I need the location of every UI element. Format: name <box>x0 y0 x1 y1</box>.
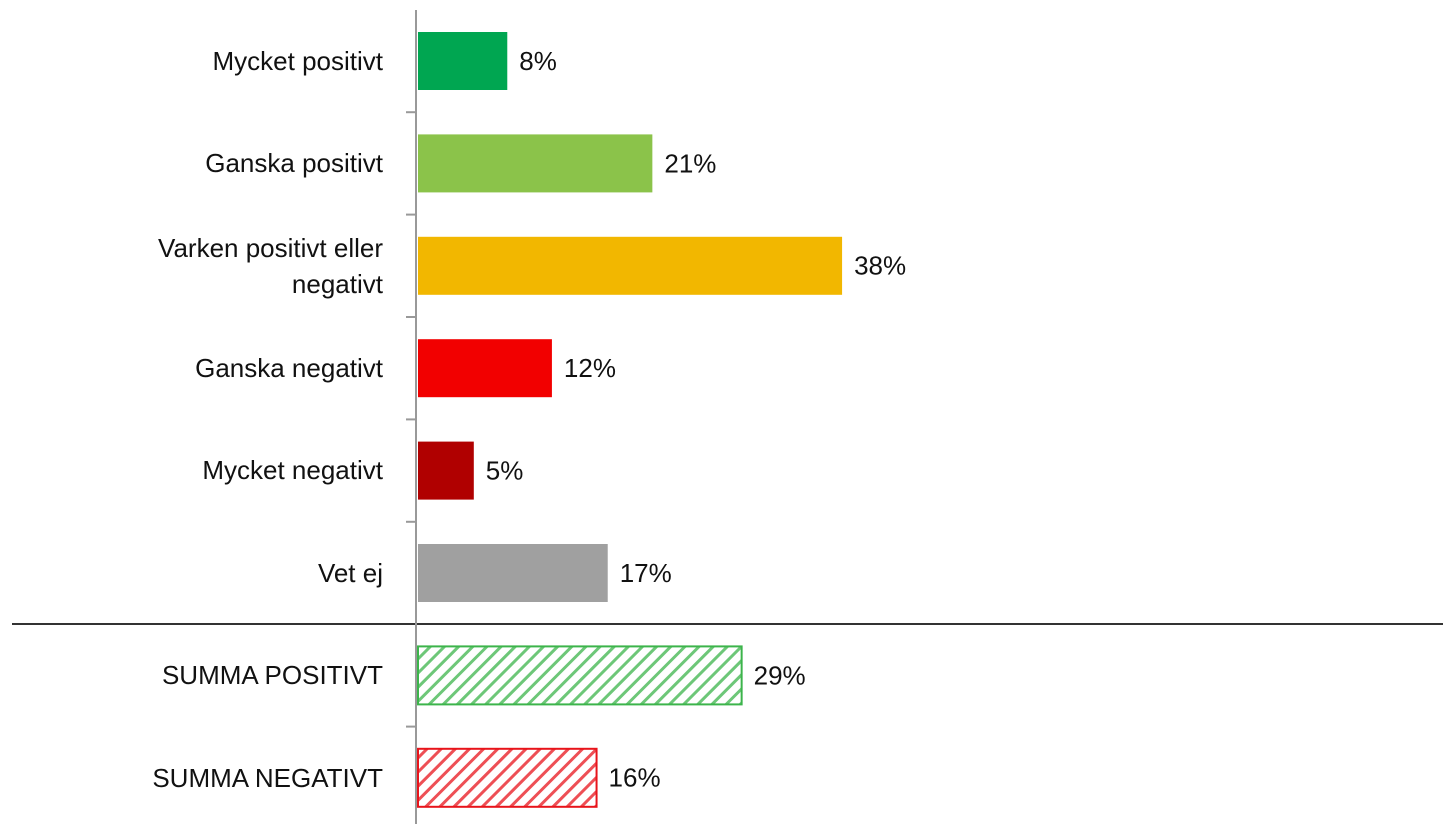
value-label: 12% <box>564 353 616 383</box>
category-label: Vet ej <box>317 557 383 588</box>
category-label: Mycket positivt <box>212 45 384 76</box>
bar <box>418 236 843 295</box>
bar <box>418 339 552 398</box>
bar <box>418 32 508 90</box>
value-label: 5% <box>486 455 524 485</box>
category-label: Ganska negativt <box>195 353 383 383</box>
category-label: SUMMA NEGATIVT <box>152 762 383 793</box>
value-label: 38% <box>854 251 906 281</box>
bar <box>417 645 743 706</box>
category-label: Ganska positivt <box>205 148 383 179</box>
category-label: SUMMA POSITIVT <box>161 660 383 691</box>
value-label: 17% <box>620 558 672 588</box>
value-label: 16% <box>609 763 661 793</box>
category-label: Varken positivt eller negativt <box>158 232 383 299</box>
bar <box>418 441 474 500</box>
bar <box>418 544 608 602</box>
value-label: 29% <box>754 660 806 690</box>
value-label: 8% <box>519 46 557 76</box>
category-label: Mycket negativt <box>202 455 383 486</box>
bar <box>417 747 598 808</box>
value-label: 21% <box>664 148 716 178</box>
bar <box>418 134 653 193</box>
